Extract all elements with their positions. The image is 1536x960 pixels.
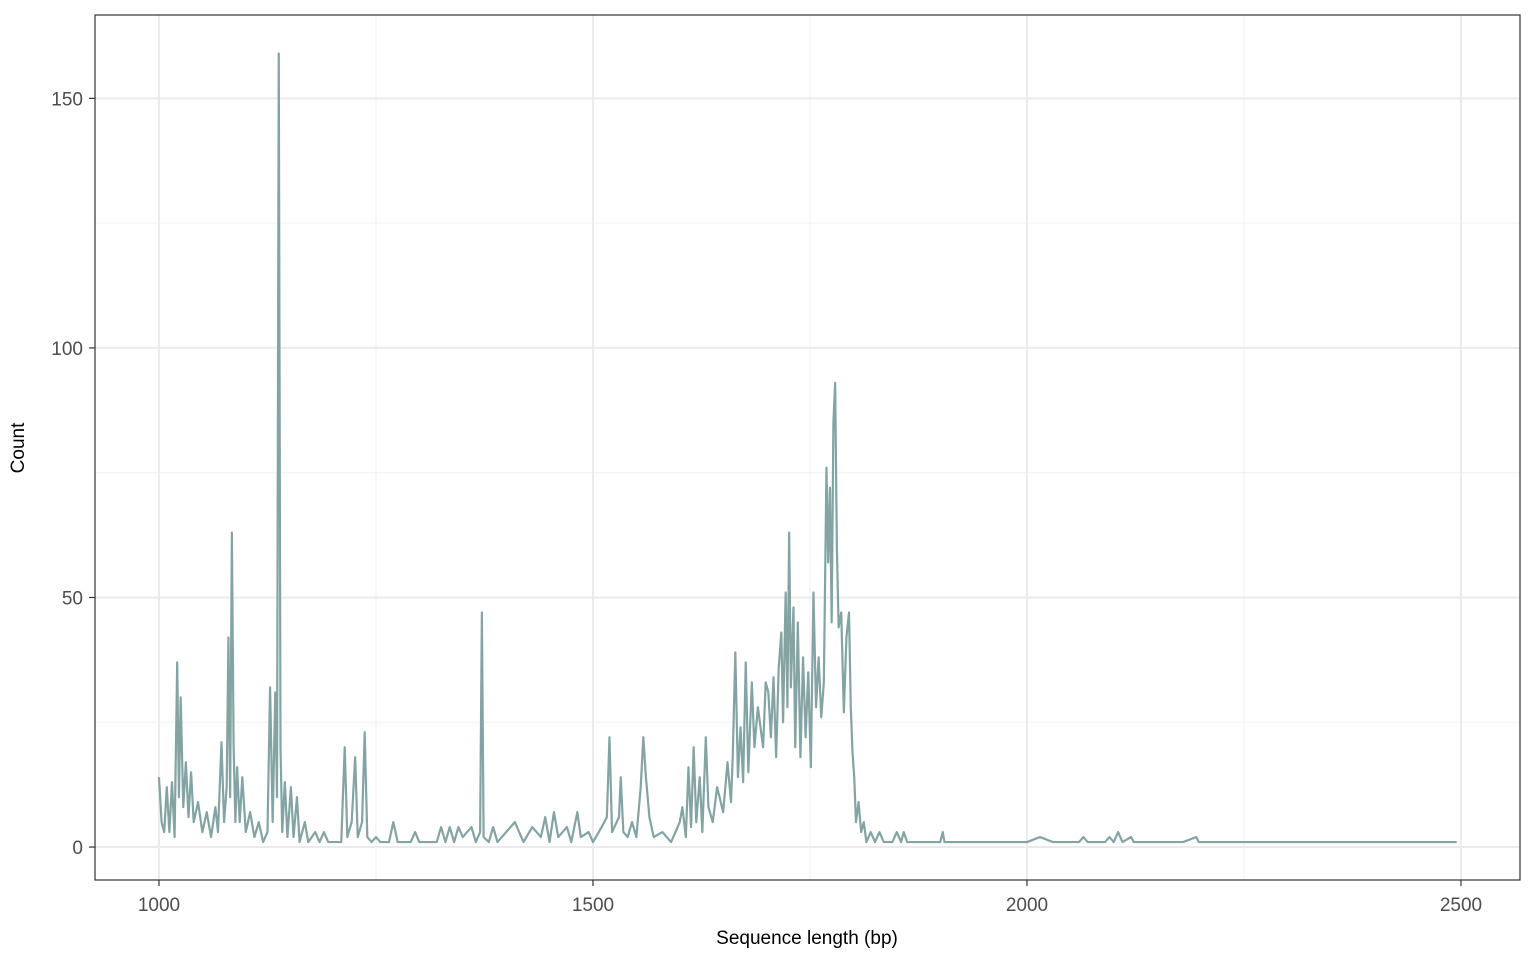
x-tick-label: 1000 <box>138 895 180 916</box>
plot-background <box>95 15 1520 880</box>
data-line <box>157 52 1457 844</box>
x-tick-label: 1500 <box>572 895 614 916</box>
y-tick-label: 150 <box>51 89 83 110</box>
y-tick-label: 100 <box>51 339 83 360</box>
y-tick-label: 0 <box>72 838 83 859</box>
plot-border <box>94 14 1521 881</box>
x-axis-title: Sequence length (bp) <box>716 928 898 949</box>
x-tick-label: 2000 <box>1006 895 1048 916</box>
y-tick-label: 50 <box>62 588 83 609</box>
y-axis-title: Count <box>8 422 29 473</box>
x-tick-label: 2500 <box>1440 895 1482 916</box>
